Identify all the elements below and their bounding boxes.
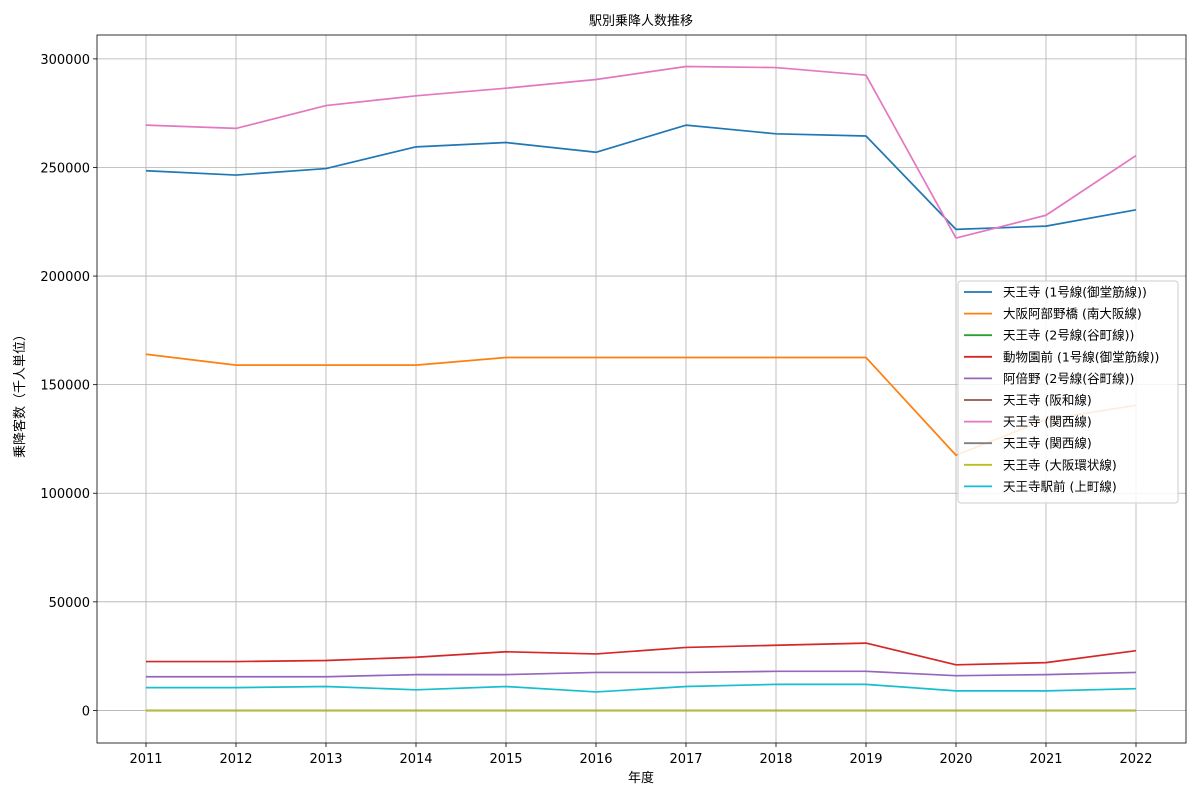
legend-label: 大阪阿部野橋 (南大阪線) — [1003, 306, 1142, 321]
legend-label: 天王寺 (阪和線) — [1003, 393, 1092, 408]
series-line — [145, 65, 1137, 239]
series-line — [146, 642, 1137, 666]
legend-label: 天王寺 (1号線(御堂筋線)) — [1003, 285, 1147, 300]
x-tick-label: 2015 — [489, 752, 522, 767]
series-line — [146, 670, 1137, 678]
legend-label: 天王寺 (2号線(谷町線)) — [1003, 328, 1134, 343]
legend-label: 天王寺駅前 (上町線) — [1003, 479, 1117, 494]
chart-title: 駅別乗降人数推移 — [589, 14, 693, 29]
legend-label: 天王寺 (関西線) — [1003, 436, 1092, 451]
legend-label: 動物園前 (1号線(御堂筋線)) — [1003, 349, 1159, 364]
y-axis-title: 乗降客数（千人単位） — [12, 328, 28, 458]
series-line — [145, 124, 1137, 231]
x-tick-label: 2011 — [129, 752, 162, 767]
legend: 天王寺 (1号線(御堂筋線)) 大阪阿部野橋 (南大阪線) 天王寺 (2号線(谷町線… — [957, 280, 1179, 504]
x-tick-label: 2022 — [1119, 752, 1152, 767]
y-tick-label: 200000 — [40, 270, 90, 285]
y-axis-ticks: 0 50000 100000 150000 200000 250000 300000 — [40, 53, 97, 719]
y-tick-label: 250000 — [40, 161, 90, 176]
y-tick-label: 150000 — [40, 379, 90, 394]
x-tick-label: 2020 — [939, 752, 972, 767]
x-tick-label: 2012 — [219, 752, 252, 767]
x-tick-label: 2021 — [1029, 752, 1062, 767]
series-lines — [145, 65, 1137, 712]
y-tick-label: 300000 — [40, 53, 90, 68]
y-tick-label: 0 — [82, 704, 90, 719]
y-tick-label: 50000 — [49, 596, 90, 611]
x-tick-label: 2018 — [759, 752, 792, 767]
x-axis-ticks: 2011 2012 2013 2014 2015 2016 2017 2018 2019 2020… — [129, 743, 1153, 767]
legend-label: 天王寺 (関西線) — [1003, 414, 1092, 429]
legend-label: 天王寺 (大阪環状線) — [1003, 457, 1117, 472]
x-tick-label: 2016 — [579, 752, 612, 767]
x-axis-title: 年度 — [628, 770, 654, 786]
x-tick-label: 2014 — [399, 752, 432, 767]
legend-box — [957, 280, 1179, 504]
x-tick-label: 2017 — [669, 752, 702, 767]
legend-label: 阿倍野 (2号線(谷町線)) — [1003, 371, 1134, 386]
series-line — [146, 683, 1137, 693]
x-tick-label: 2019 — [849, 752, 882, 767]
y-tick-label: 100000 — [40, 487, 90, 502]
plot-frame — [96, 34, 1187, 744]
x-tick-label: 2013 — [309, 752, 342, 767]
